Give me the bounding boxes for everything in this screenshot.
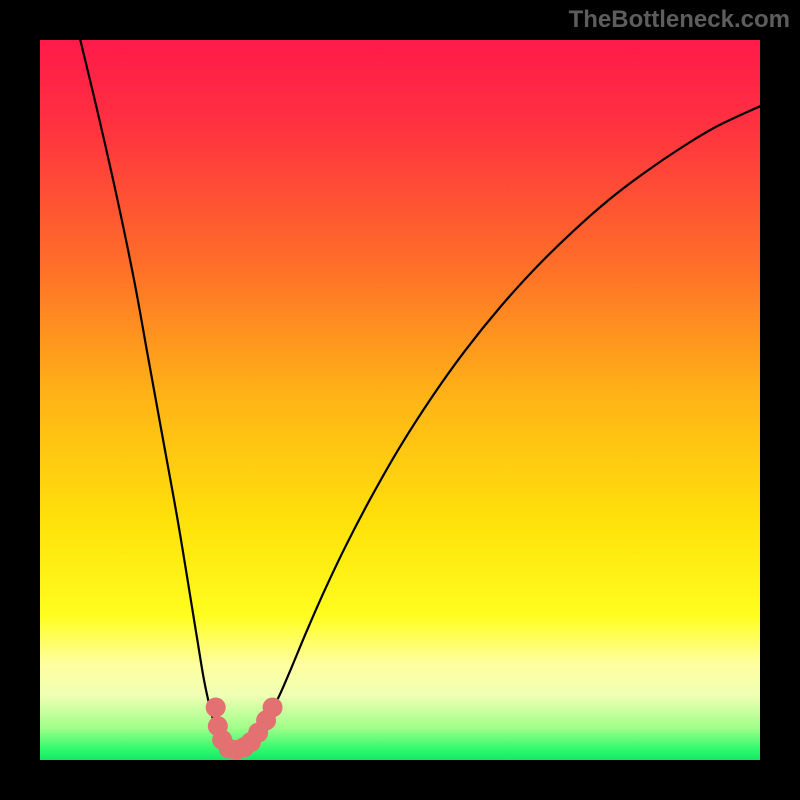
chart-root: TheBottleneck.com: [0, 0, 800, 800]
gradient-background: [40, 40, 760, 760]
scatter-marker: [263, 697, 283, 717]
frame-left: [0, 0, 40, 800]
frame-right: [760, 0, 800, 800]
watermark-text: TheBottleneck.com: [569, 6, 790, 34]
plot-area: [40, 40, 760, 760]
plot-svg: [40, 40, 760, 760]
scatter-marker: [206, 697, 226, 717]
frame-bottom: [0, 760, 800, 800]
